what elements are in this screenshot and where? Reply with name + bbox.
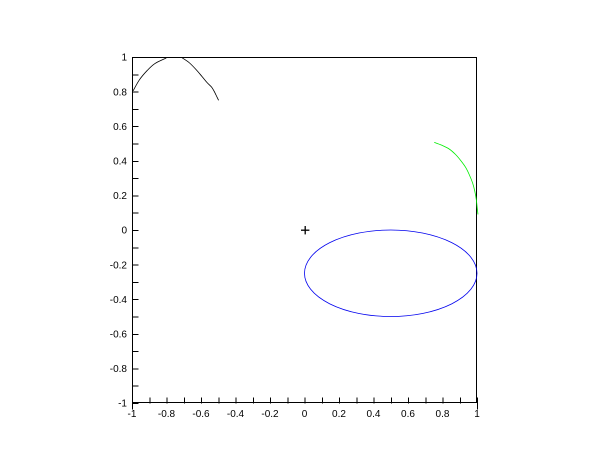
svg-text:-0.2: -0.2 xyxy=(261,409,279,420)
svg-text:-0.8: -0.8 xyxy=(110,364,128,375)
svg-text:-1: -1 xyxy=(118,399,127,410)
svg-text:0.8: 0.8 xyxy=(436,409,450,420)
svg-text:0.4: 0.4 xyxy=(113,157,127,168)
svg-text:0: 0 xyxy=(121,226,127,237)
svg-text:-0.4: -0.4 xyxy=(110,295,128,306)
svg-text:-0.2: -0.2 xyxy=(110,260,128,271)
svg-text:-0.6: -0.6 xyxy=(110,330,128,341)
svg-text:0.4: 0.4 xyxy=(367,409,381,420)
svg-text:0.8: 0.8 xyxy=(113,87,127,98)
svg-text:-0.6: -0.6 xyxy=(192,409,210,420)
svg-text:0.6: 0.6 xyxy=(401,409,415,420)
svg-text:-1: -1 xyxy=(128,409,137,420)
svg-text:1: 1 xyxy=(474,409,480,420)
svg-text:1: 1 xyxy=(121,53,127,64)
svg-text:-0.4: -0.4 xyxy=(227,409,245,420)
svg-text:0.2: 0.2 xyxy=(113,191,127,202)
svg-text:0.6: 0.6 xyxy=(113,122,127,133)
svg-text:0: 0 xyxy=(302,409,308,420)
svg-text:-0.8: -0.8 xyxy=(158,409,176,420)
svg-text:0.2: 0.2 xyxy=(332,409,346,420)
